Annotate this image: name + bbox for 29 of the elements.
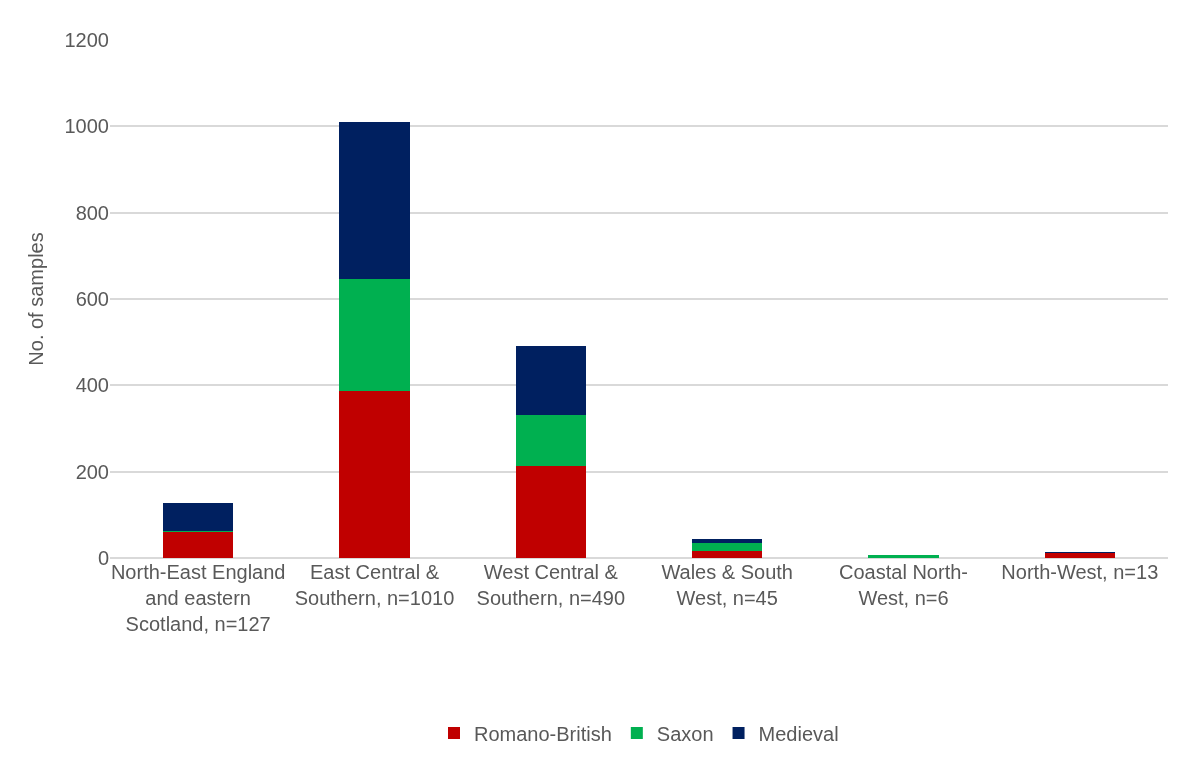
legend-label: Medieval bbox=[758, 722, 839, 745]
y-tick-label: 800 bbox=[75, 201, 109, 224]
bar bbox=[691, 550, 763, 558]
bar bbox=[339, 390, 410, 558]
bar bbox=[515, 346, 587, 415]
y-tick-label: 400 bbox=[75, 374, 109, 397]
x-tick-label: West Central & Southern, n=490 bbox=[476, 561, 626, 609]
x-tick-label: Coastal North-West, n=6 bbox=[839, 561, 968, 609]
bar bbox=[691, 543, 763, 551]
bar bbox=[515, 466, 587, 558]
x-tick-label: North-West, n=13 bbox=[1001, 561, 1159, 583]
x-tick-label: North-East England and eastern Scotland, n=127 bbox=[110, 561, 286, 635]
bar bbox=[1044, 552, 1116, 558]
y-tick-label: 1000 bbox=[64, 115, 109, 138]
x-tick-label: East Central & Southern, n=1010 bbox=[294, 561, 455, 609]
bar bbox=[162, 503, 234, 531]
bar bbox=[339, 122, 410, 279]
bar bbox=[162, 531, 234, 558]
bar bbox=[515, 414, 587, 467]
y-tick-label: 200 bbox=[75, 460, 109, 483]
y-tick-label: 600 bbox=[75, 288, 109, 310]
legend-label: Saxon bbox=[656, 722, 714, 745]
bar bbox=[868, 555, 939, 558]
x-tick-label: Wales & South West, n=45 bbox=[661, 561, 793, 609]
y-axis-title: No. of samples bbox=[25, 232, 47, 366]
bar bbox=[339, 278, 410, 391]
legend-label: Romano-British bbox=[474, 722, 612, 745]
y-tick-label: 1200 bbox=[64, 29, 109, 51]
y-tick-label: 0 bbox=[97, 547, 109, 569]
